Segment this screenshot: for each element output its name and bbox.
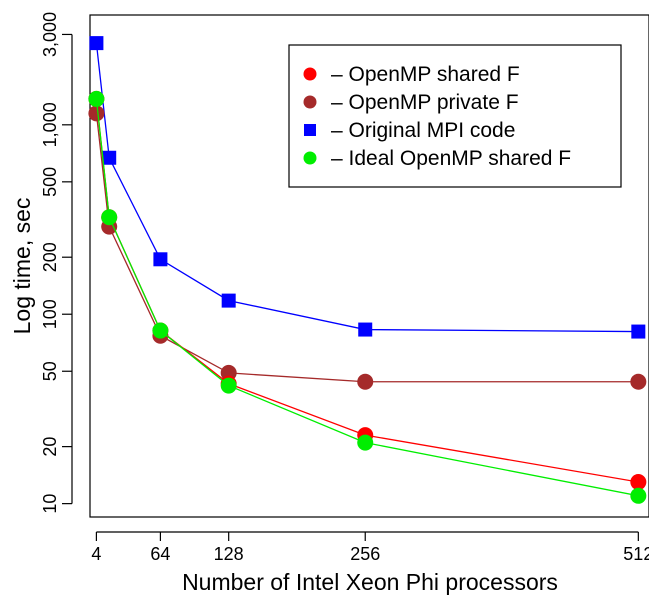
x-axis: 4 64 128 256 512 bbox=[91, 531, 649, 564]
data-point bbox=[630, 373, 647, 390]
data-point bbox=[221, 293, 236, 308]
legend-box bbox=[288, 44, 622, 188]
series-line bbox=[95, 98, 639, 497]
y-tick-label: 10 bbox=[40, 494, 60, 514]
data-point bbox=[88, 90, 105, 107]
legend-label: – Original MPI code bbox=[331, 119, 515, 142]
series-layer bbox=[88, 36, 647, 504]
series-line bbox=[95, 43, 639, 333]
legend-label: – OpenMP private F bbox=[331, 91, 519, 114]
y-axis-title: Log time, sec bbox=[9, 198, 35, 335]
legend: – OpenMP shared F – OpenMP private F – Ori… bbox=[288, 44, 622, 188]
y-axis: 10 20 50 100 200 500 1,000 3,000 bbox=[40, 12, 73, 514]
data-point bbox=[102, 150, 117, 165]
legend-label: – OpenMP shared F bbox=[331, 63, 520, 86]
data-point bbox=[357, 373, 374, 390]
series-line bbox=[95, 113, 639, 383]
data-point bbox=[630, 474, 647, 491]
y-tick-label: 200 bbox=[40, 242, 60, 272]
legend-marker bbox=[304, 124, 316, 136]
data-point bbox=[101, 209, 118, 226]
y-tick-label: 50 bbox=[40, 361, 60, 381]
x-tick-label: 512 bbox=[623, 544, 649, 564]
data-point bbox=[89, 36, 104, 51]
x-axis-title: Number of Intel Xeon Phi processors bbox=[182, 569, 558, 595]
data-point bbox=[152, 322, 169, 339]
plot-frame bbox=[89, 14, 649, 518]
data-point bbox=[88, 105, 105, 122]
x-tick-label: 128 bbox=[214, 544, 244, 564]
x-tick-label: 4 bbox=[91, 544, 101, 564]
y-tick-label: 3,000 bbox=[40, 12, 60, 57]
data-point bbox=[358, 322, 373, 337]
y-tick-label: 20 bbox=[40, 437, 60, 457]
y-tick-label: 100 bbox=[40, 299, 60, 329]
data-point bbox=[153, 252, 168, 267]
x-tick-label: 64 bbox=[150, 544, 170, 564]
data-point bbox=[630, 487, 647, 504]
legend-marker bbox=[303, 67, 317, 81]
y-tick-label: 500 bbox=[40, 167, 60, 197]
data-point bbox=[357, 434, 374, 451]
x-tick-label: 256 bbox=[350, 544, 380, 564]
legend-label: – Ideal OpenMP shared F bbox=[331, 147, 571, 170]
legend-marker bbox=[303, 151, 317, 165]
data-point bbox=[220, 377, 237, 394]
data-point bbox=[631, 324, 646, 339]
legend-marker bbox=[303, 95, 317, 109]
y-tick-label: 1,000 bbox=[40, 102, 60, 147]
